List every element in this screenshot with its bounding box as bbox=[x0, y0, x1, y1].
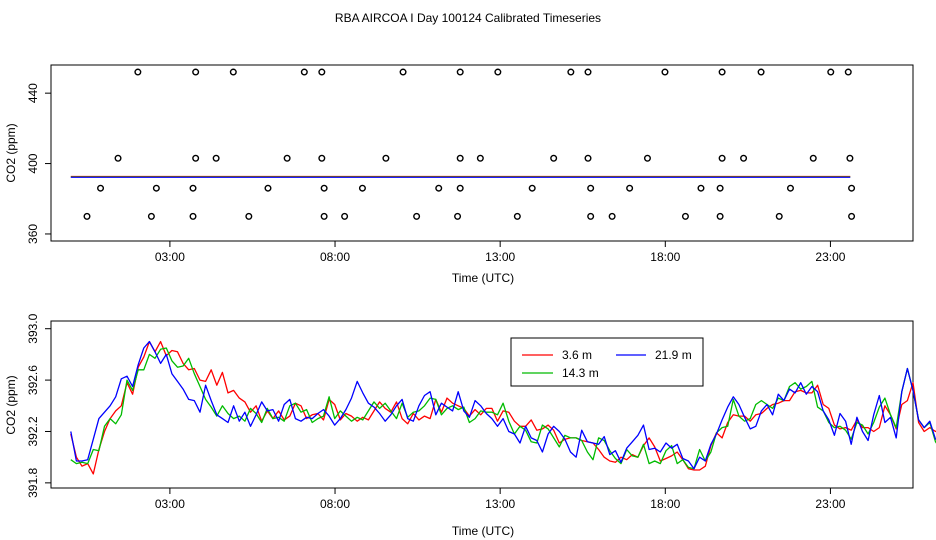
flags-x-tick-label: 03:00 bbox=[155, 250, 185, 264]
flags-y-tick-label: 400 bbox=[26, 153, 40, 173]
timeseries-x-tick-label: 23:00 bbox=[815, 497, 845, 511]
flag-point bbox=[456, 68, 464, 76]
flag-point bbox=[587, 184, 595, 192]
flag-point bbox=[827, 68, 835, 76]
flag-point bbox=[456, 154, 464, 162]
flag-point bbox=[608, 212, 616, 220]
flag-point bbox=[775, 212, 783, 220]
legend-label-14-3m: 14.3 m bbox=[562, 366, 599, 380]
flag-point bbox=[846, 154, 854, 162]
flags-x-axis-label: Time (UTC) bbox=[452, 271, 514, 285]
flag-point bbox=[264, 184, 272, 192]
flag-point bbox=[643, 154, 651, 162]
flag-point bbox=[718, 154, 726, 162]
flag-point bbox=[320, 212, 328, 220]
flags-plot-frame bbox=[50, 64, 914, 242]
flag-point bbox=[229, 68, 237, 76]
timeseries-plot-frame bbox=[50, 320, 914, 489]
flag-point bbox=[399, 68, 407, 76]
flag-point bbox=[189, 184, 197, 192]
chart-title: RBA AIRCOA I Day 100124 Calibrated Times… bbox=[335, 11, 601, 25]
flag-point bbox=[435, 184, 443, 192]
flags-panel: 03:00 08:00 13:00 18:00 23:00 360 400 440 Time … bbox=[4, 64, 914, 285]
flag-point bbox=[147, 212, 155, 220]
flag-point bbox=[513, 212, 521, 220]
flag-point bbox=[567, 68, 575, 76]
flag-point bbox=[587, 212, 595, 220]
legend: 3.6 m 14.3 m 21.9 m bbox=[510, 337, 704, 387]
flag-point bbox=[114, 154, 122, 162]
flags-y-tick-label: 440 bbox=[26, 83, 40, 103]
legend-label-21-9m: 21.9 m bbox=[655, 348, 692, 362]
flag-point bbox=[454, 212, 462, 220]
flags-x-tick-label: 18:00 bbox=[650, 250, 680, 264]
flag-point bbox=[358, 184, 366, 192]
timeseries-y-tick-label: 391.8 bbox=[26, 468, 40, 498]
flag-point bbox=[212, 154, 220, 162]
flag-point bbox=[786, 184, 794, 192]
flag-point bbox=[413, 212, 421, 220]
flag-point bbox=[341, 212, 349, 220]
flag-point bbox=[844, 68, 852, 76]
flag-point bbox=[134, 68, 142, 76]
flag-point bbox=[681, 212, 689, 220]
flag-point bbox=[300, 68, 308, 76]
timeseries-y-axis-label: CO2 (ppm) bbox=[4, 375, 18, 434]
timeseries-y-tick-label: 393.0 bbox=[26, 313, 40, 343]
flag-point bbox=[476, 154, 484, 162]
flag-point bbox=[661, 68, 669, 76]
flag-point bbox=[626, 184, 634, 192]
flag-point bbox=[740, 154, 748, 162]
flag-point bbox=[97, 184, 105, 192]
flag-point bbox=[550, 154, 558, 162]
timeseries-x-axis-label: Time (UTC) bbox=[452, 524, 514, 538]
legend-box bbox=[510, 337, 704, 387]
timeseries-panel: 03:00 08:00 13:00 18:00 23:00 391.8 392.2 392.6… bbox=[4, 313, 936, 538]
flag-point bbox=[192, 154, 200, 162]
flag-point bbox=[152, 184, 160, 192]
flags-x-tick-label: 08:00 bbox=[320, 250, 350, 264]
flag-point bbox=[494, 68, 502, 76]
series-line-3-6-m bbox=[70, 340, 936, 475]
flag-point bbox=[716, 184, 724, 192]
timeseries-y-tick-label: 392.2 bbox=[26, 416, 40, 446]
flag-point bbox=[848, 184, 856, 192]
flag-point bbox=[697, 184, 705, 192]
timeseries-x-tick-label: 13:00 bbox=[485, 497, 515, 511]
flag-point bbox=[192, 68, 200, 76]
timeseries-x-tick-label: 18:00 bbox=[650, 497, 680, 511]
flag-point bbox=[83, 212, 91, 220]
flag-point bbox=[283, 154, 291, 162]
flag-point bbox=[848, 212, 856, 220]
timeseries-y-tick-label: 392.6 bbox=[26, 365, 40, 395]
flag-point bbox=[718, 68, 726, 76]
series-line-21-9-m bbox=[70, 340, 936, 470]
flag-point bbox=[382, 154, 390, 162]
flags-y-tick-label: 360 bbox=[26, 224, 40, 244]
flag-point bbox=[584, 68, 592, 76]
timeseries-x-tick-label: 08:00 bbox=[320, 497, 350, 511]
flag-point bbox=[809, 154, 817, 162]
flags-y-axis-label: CO2 (ppm) bbox=[4, 123, 18, 182]
flag-point bbox=[320, 184, 328, 192]
flag-point bbox=[189, 212, 197, 220]
flag-point bbox=[757, 68, 765, 76]
flag-point bbox=[584, 154, 592, 162]
flag-point bbox=[456, 184, 464, 192]
flag-point bbox=[245, 212, 253, 220]
legend-label-3-6m: 3.6 m bbox=[562, 348, 592, 362]
flag-point bbox=[716, 212, 724, 220]
flag-point bbox=[318, 68, 326, 76]
flags-x-tick-label: 23:00 bbox=[815, 250, 845, 264]
flag-point bbox=[318, 154, 326, 162]
flag-point bbox=[528, 184, 536, 192]
flags-x-tick-label: 13:00 bbox=[485, 250, 515, 264]
timeseries-x-tick-label: 03:00 bbox=[155, 497, 185, 511]
